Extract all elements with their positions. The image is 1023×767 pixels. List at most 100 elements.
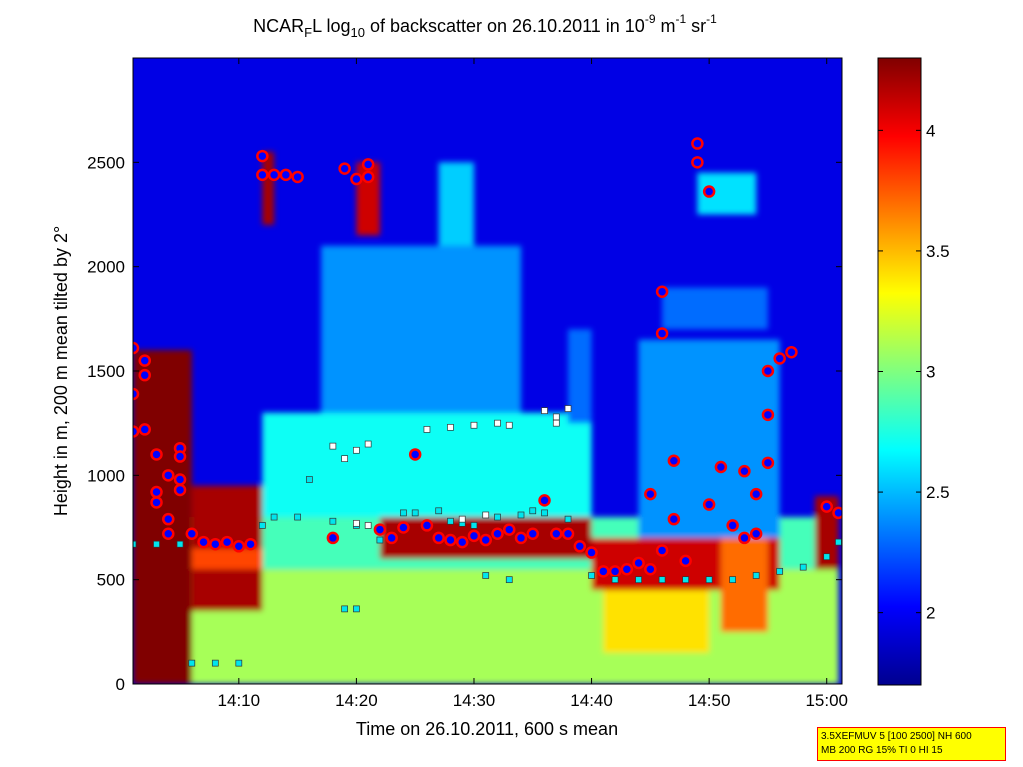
- cloud-base-marker: [561, 527, 575, 541]
- cloud-base-marker: [491, 527, 504, 541]
- layer-height-marker: [529, 507, 537, 515]
- cloud-base-marker: [150, 496, 163, 509]
- aerosol-layer-marker: [564, 405, 572, 412]
- x-axis-label: Time on 26.10.2011, 600 s mean: [356, 719, 618, 739]
- cloud-base-marker: [138, 354, 152, 367]
- cloud-base-marker: [644, 562, 657, 576]
- cloud-base-marker: [691, 137, 704, 150]
- cloud-base-marker: [256, 149, 269, 163]
- cloud-base-marker: [738, 464, 751, 478]
- layer-height-marker: [188, 659, 196, 667]
- layer-height-marker: [682, 576, 689, 584]
- cloud-base-marker: [197, 535, 210, 549]
- aerosol-layer-marker: [552, 419, 560, 427]
- layer-height-marker: [341, 605, 348, 613]
- plot-area: [132, 57, 843, 685]
- colorbar-tick-label: 2: [926, 604, 935, 623]
- cloud-base-marker: [385, 531, 398, 545]
- layer-height-marker: [306, 476, 313, 483]
- cloud-base-marker: [608, 565, 622, 578]
- cloud-base-marker: [138, 423, 152, 436]
- colorbar-tick-label: 3: [926, 363, 935, 382]
- cloud-base-marker: [455, 535, 469, 549]
- backscatter-region: [638, 339, 780, 549]
- cloud-base-marker: [162, 512, 175, 526]
- cloud-base-marker: [373, 523, 387, 536]
- layer-height-marker: [776, 567, 784, 575]
- cloud-base-marker: [667, 454, 681, 467]
- aerosol-layer-marker: [494, 419, 501, 427]
- cloud-base-marker: [820, 500, 833, 513]
- cloud-base-marker: [761, 364, 775, 378]
- cloud-base-marker: [749, 527, 763, 541]
- cloud-base-marker: [361, 170, 375, 184]
- layer-height-marker: [376, 536, 384, 544]
- cloud-base-marker: [479, 533, 492, 547]
- layer-height-marker: [635, 576, 642, 584]
- colorbar-tick-label: 3.5: [926, 242, 950, 261]
- layer-height-marker: [729, 576, 737, 584]
- cloud-base-marker: [150, 485, 163, 499]
- cloud-base-marker: [361, 158, 375, 171]
- layer-height-marker: [835, 538, 842, 546]
- layer-height-marker: [564, 515, 572, 523]
- cloud-base-marker: [244, 537, 257, 551]
- colorbar-tick-label: 4: [926, 121, 935, 140]
- layer-height-marker: [270, 513, 278, 521]
- layer-height-marker: [823, 553, 831, 561]
- cloud-base-marker: [467, 529, 481, 543]
- layer-height-marker: [400, 509, 407, 517]
- cloud-base-marker: [714, 460, 728, 474]
- cloud-base-marker: [350, 172, 363, 186]
- layer-height-marker: [705, 576, 713, 584]
- y-axis-ticks: 0 500 1000 1500 2000 2500: [87, 153, 842, 694]
- layer-height-marker: [658, 576, 666, 584]
- x-axis-ticks: 14:10 14:20 14:30 14:40 14:50 15:00: [218, 58, 848, 710]
- cloud-base-marker: [338, 162, 351, 175]
- backscatter-region: [603, 579, 710, 653]
- cloud-base-marker: [632, 556, 645, 570]
- settings-info-box: 3.5XEFMUV 5 [100 2500] NH 600 MB 200 RG …: [817, 727, 1006, 761]
- cloud-base-marker: [162, 527, 175, 541]
- aerosol-layer-marker: [552, 413, 560, 421]
- cloud-base-marker: [133, 387, 140, 401]
- layer-height-marker: [752, 572, 760, 579]
- cloud-base-marker: [655, 285, 669, 298]
- cloud-base-marker: [444, 533, 457, 547]
- cloud-base-marker: [133, 425, 140, 438]
- cloud-base-marker: [162, 469, 175, 482]
- layer-height-marker: [258, 522, 266, 529]
- aerosol-layer-marker: [329, 442, 337, 450]
- colorbar-gradient: [877, 57, 922, 686]
- layer-height-marker: [153, 540, 160, 548]
- chart-title: NCARFL log10 of backscatter on 26.10.201…: [253, 12, 717, 40]
- layer-height-marker: [329, 517, 337, 525]
- cloud-base-marker: [291, 170, 304, 184]
- backscatter-region: [438, 162, 474, 246]
- x-tick-label: 14:40: [570, 691, 613, 710]
- cloud-base-marker: [279, 168, 293, 182]
- layer-height-marker: [411, 509, 419, 517]
- colorbar-ticks: 2 2.5 3 3.5 4: [878, 121, 950, 623]
- cloud-base-marker: [397, 521, 410, 534]
- backscatter-region: [662, 287, 768, 330]
- x-tick-label: 14:10: [218, 691, 261, 710]
- x-tick-label: 14:50: [688, 691, 731, 710]
- cloud-base-marker: [514, 531, 528, 545]
- aerosol-layer-marker: [505, 421, 513, 429]
- y-tick-label: 500: [97, 571, 125, 590]
- cloud-base-marker: [702, 185, 716, 198]
- cloud-base-marker: [526, 527, 540, 541]
- x-tick-label: 15:00: [805, 691, 848, 710]
- layer-height-marker: [294, 513, 301, 521]
- cloud-base-marker: [220, 535, 234, 549]
- backscatter-region: [720, 537, 768, 632]
- cloud-base-marker: [209, 537, 222, 551]
- layer-height-marker: [541, 509, 548, 517]
- layer-height-marker: [235, 659, 243, 667]
- aerosol-layer-marker: [458, 515, 466, 523]
- y-tick-label: 1000: [87, 466, 125, 485]
- cloud-base-marker: [761, 456, 775, 470]
- aerosol-layer-marker: [470, 421, 478, 429]
